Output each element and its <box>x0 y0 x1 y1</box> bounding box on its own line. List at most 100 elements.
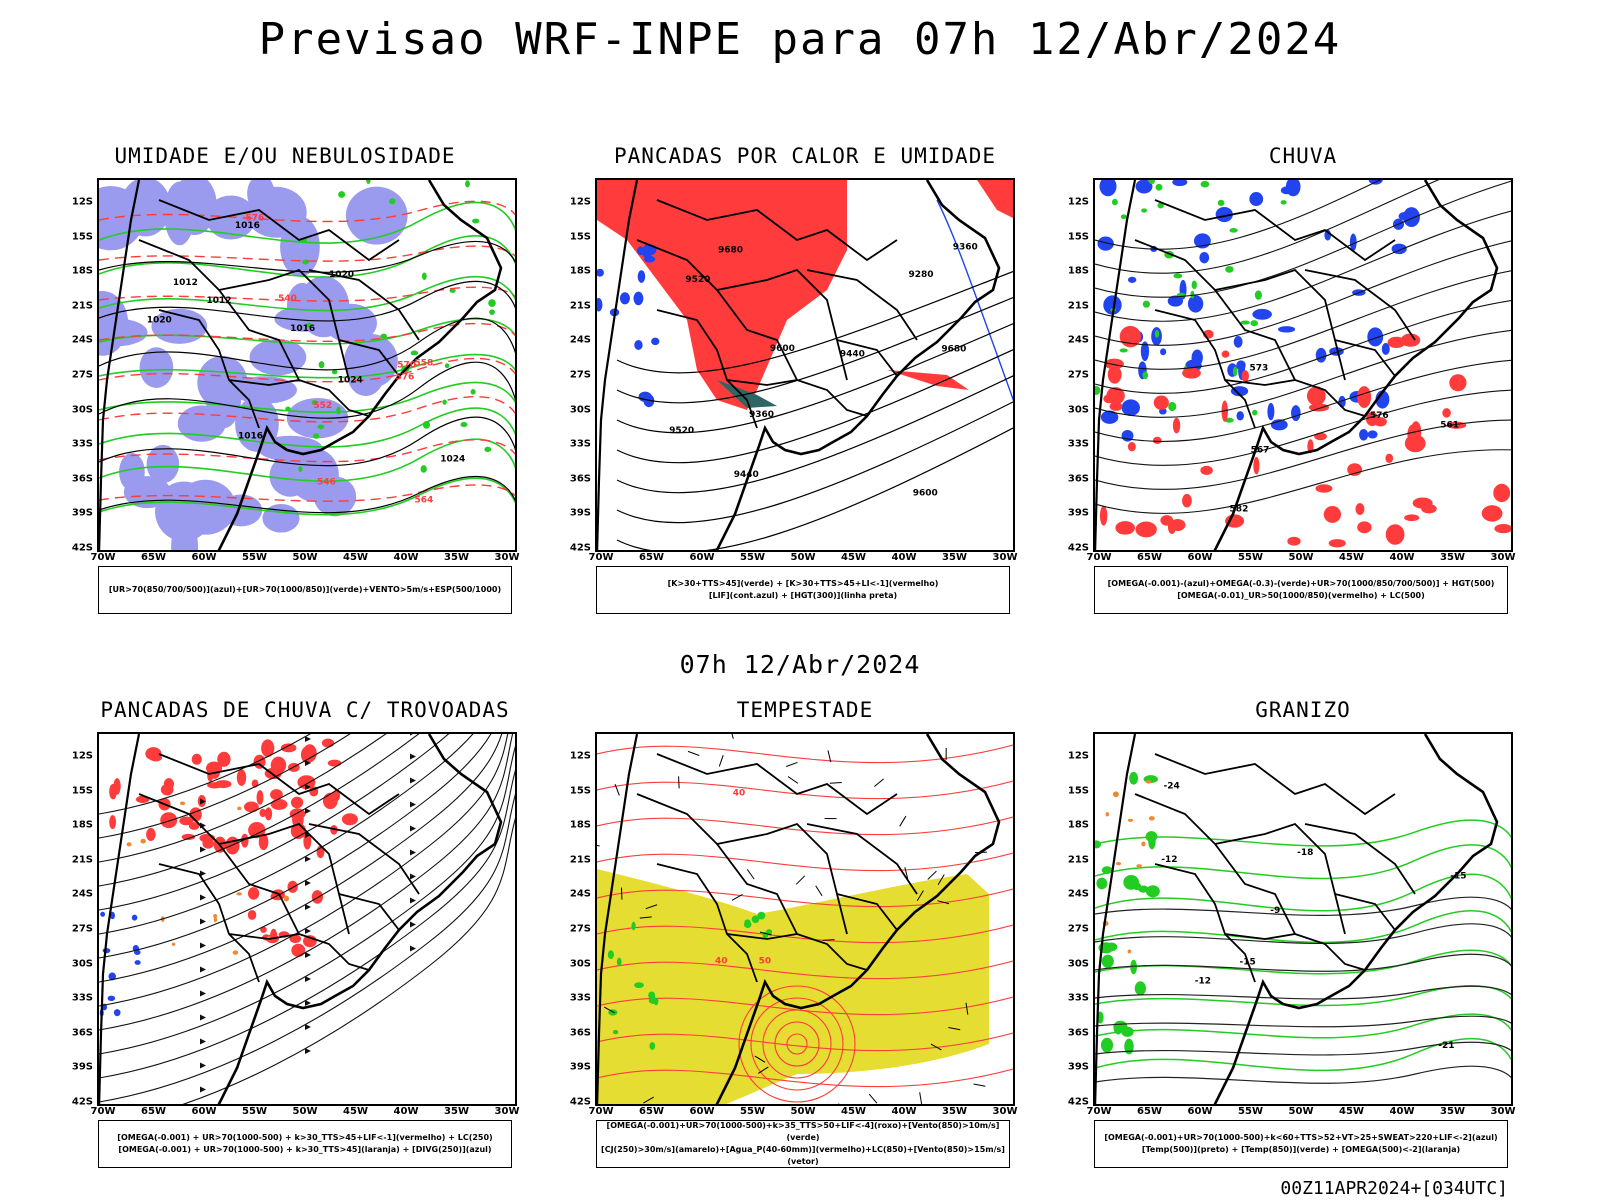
rain-red-area <box>1449 374 1467 392</box>
streamline-arrow <box>200 990 206 997</box>
temp-850-contour <box>1095 1038 1511 1072</box>
thunderstorm-red-area <box>287 880 298 893</box>
green-contour-dot <box>460 421 468 428</box>
map-svg <box>99 734 515 1104</box>
streamline-arrow <box>410 921 416 928</box>
omega-blue-area <box>1367 430 1378 439</box>
country-border <box>228 379 300 386</box>
longitude-tick-label: 65W <box>141 552 166 563</box>
legend-box-2: [K>30+TTS>45](verde) + [K>30+TTS>45+LI<-… <box>596 566 1010 614</box>
country-border <box>1154 309 1256 429</box>
omega-green-area <box>1155 183 1163 191</box>
longitude-tick-label: 55W <box>242 552 267 563</box>
rain-red-area <box>1407 424 1418 445</box>
latitude-tick-label: 27S <box>569 923 591 935</box>
green-contour-dot <box>410 350 419 356</box>
thunderstorm-red-area <box>289 934 302 943</box>
latitude-tick-label: 42S <box>1067 1096 1089 1108</box>
country-border <box>656 309 758 429</box>
pressure-isobar <box>99 416 515 467</box>
omega-orange-area <box>1105 812 1110 817</box>
country-border <box>1334 893 1396 931</box>
rain-red-area <box>1357 521 1372 534</box>
omega-blue-area <box>1252 308 1272 320</box>
omega-green-area <box>1120 214 1127 220</box>
contour-label: 1012 <box>173 278 198 288</box>
streamline-arrow <box>305 952 311 958</box>
green-contour-dot <box>488 299 496 307</box>
streamline-arrow <box>305 1048 311 1054</box>
thickness-contour <box>99 439 515 463</box>
longitude-axis: 70W 65W 60W 55W 50W 45W 40W 35W 30W <box>589 552 1018 566</box>
contour-label: 9360 <box>953 243 978 253</box>
omega-blue-area <box>1233 336 1243 348</box>
country-border <box>636 793 798 935</box>
country-border <box>218 268 350 381</box>
wind-850-area <box>631 921 636 931</box>
contour-label: 9440 <box>840 350 865 360</box>
thunderstorm-red-area <box>258 833 269 851</box>
latitude-tick-label: 24S <box>569 334 591 346</box>
streamline-250 <box>99 734 420 887</box>
longitude-tick-label: 50W <box>790 1106 816 1117</box>
rain-red-area <box>1355 503 1365 515</box>
country-border <box>298 933 370 971</box>
lifted-index-contour <box>651 337 660 346</box>
temp-500-contour <box>1095 985 1511 1000</box>
thunderstorm-red-area <box>179 816 194 826</box>
humidity-contour <box>99 407 515 448</box>
contour-label: 546 <box>317 478 336 488</box>
rain-red-area <box>1127 442 1136 452</box>
legend-line: [UR>70(850/700/500)](azul)+[UR>70(1000/8… <box>108 585 502 594</box>
green-contour-dot <box>484 446 492 453</box>
longitude-tick-label: 60W <box>689 552 715 563</box>
thunderstorm-red-area <box>259 808 267 818</box>
longitude-tick-label: 55W <box>242 1106 267 1117</box>
longitude-tick-label: 60W <box>1187 1106 1213 1117</box>
longitude-tick-label: 70W <box>1086 1106 1112 1117</box>
map-svg: 582 576 573 567 561 <box>1095 180 1511 550</box>
wind-vector <box>827 750 832 763</box>
humidity-contour <box>99 353 515 379</box>
wind-vector <box>687 750 700 756</box>
omega-orange-area <box>1145 780 1152 784</box>
streamline-250 <box>99 734 351 839</box>
rain-red-area <box>1400 333 1421 347</box>
precipitable-water-contour <box>597 888 1013 908</box>
legend-box-4: [OMEGA(-0.001) + UR>70(1000-500) + k>30_… <box>98 1120 512 1168</box>
height-500-contour <box>1095 329 1511 418</box>
latitude-tick-label: 39S <box>569 1061 591 1073</box>
wind-vector <box>973 1083 986 1087</box>
thickness-contour <box>99 200 515 223</box>
rain-red-area <box>1481 505 1503 522</box>
contour-label: -18 <box>1297 848 1313 858</box>
country-border <box>726 379 798 386</box>
omega-blue-area <box>1367 327 1384 347</box>
thickness-contour <box>99 322 515 342</box>
coastline <box>217 180 503 550</box>
latitude-tick-label: 42S <box>569 542 591 554</box>
contour-label: 570 <box>397 360 416 370</box>
wind-850-area <box>612 1029 619 1035</box>
streamline-arrow <box>200 846 206 853</box>
green-contour-dot <box>305 322 312 328</box>
streamline-250 <box>99 745 515 1055</box>
height-300-contour <box>616 427 1013 550</box>
omega-green-area <box>1142 300 1150 308</box>
latitude-tick-label: 21S <box>569 854 591 866</box>
streamline-arrow <box>200 918 206 925</box>
panel-title-4: PANCADAS DE CHUVA C/ TROVOADAS <box>100 698 510 722</box>
coastline <box>715 734 1001 1104</box>
thunderstorm-red-area <box>160 812 178 829</box>
map-panel-4 <box>97 732 517 1106</box>
height-300-contour <box>616 401 1013 524</box>
country-border <box>726 933 798 940</box>
wind-850-area <box>634 982 644 989</box>
streamline-arrow <box>305 1000 311 1006</box>
lifted-index-contour <box>634 340 643 350</box>
rain-red-area <box>1385 524 1405 545</box>
wind-850-area <box>648 991 656 1000</box>
legend-line: [OMEGA(-0.001) + UR>70(1000-500) + k>30_… <box>118 1145 492 1154</box>
main-title: Previsao WRF-INPE para 07h 12/Abr/2024 <box>258 14 1342 65</box>
omega-orange-area <box>1127 818 1134 822</box>
